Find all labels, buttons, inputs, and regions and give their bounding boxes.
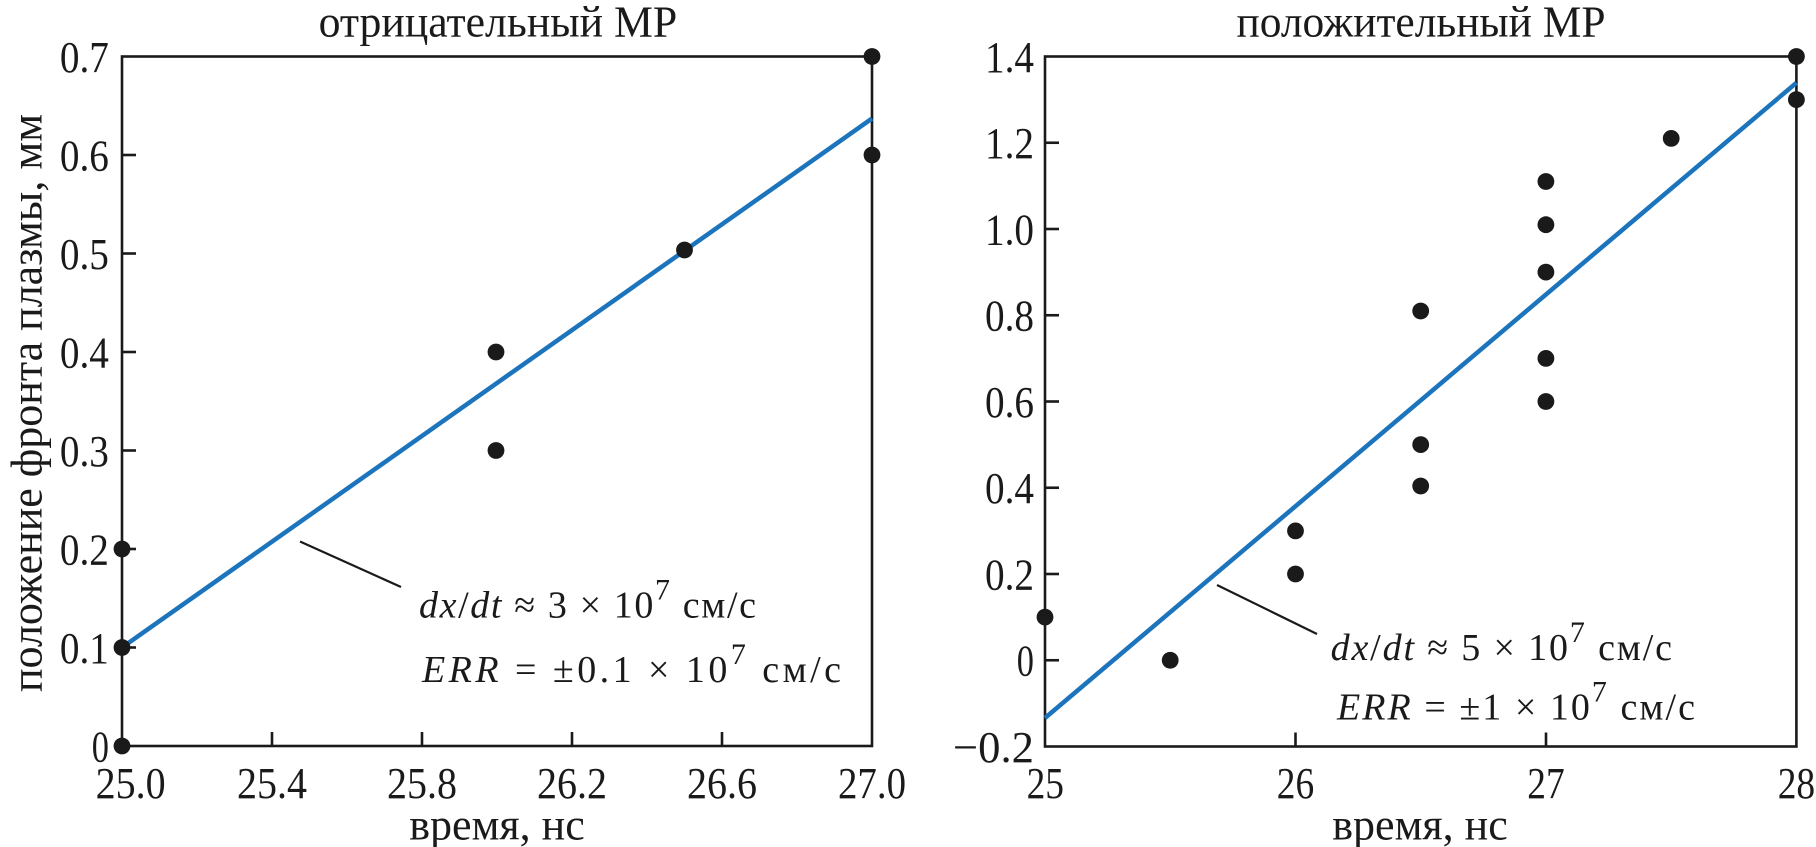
svg-text:0.6: 0.6 — [985, 378, 1034, 427]
svg-text:положительный МР: положительный МР — [1237, 0, 1606, 47]
svg-text:время, нс: время, нс — [1332, 800, 1507, 847]
svg-text:0.7: 0.7 — [60, 33, 109, 82]
svg-text:26.6: 26.6 — [687, 759, 757, 808]
svg-text:25.0: 25.0 — [96, 759, 166, 808]
svg-text:27: 27 — [1527, 759, 1564, 808]
svg-text:0.3: 0.3 — [60, 427, 109, 476]
svg-text:0.4: 0.4 — [985, 464, 1034, 513]
svg-text:0.4: 0.4 — [60, 328, 109, 377]
svg-text:0.5: 0.5 — [60, 230, 109, 279]
svg-text:1.4: 1.4 — [985, 33, 1034, 82]
svg-text:0: 0 — [92, 722, 109, 771]
svg-text:28: 28 — [1778, 759, 1815, 808]
svg-text:0.6: 0.6 — [60, 131, 109, 180]
svg-text:0.2: 0.2 — [985, 550, 1034, 599]
svg-text:время, нс: время, нс — [409, 800, 584, 847]
svg-text:25: 25 — [1027, 759, 1064, 808]
svg-text:0.2: 0.2 — [60, 525, 109, 574]
svg-text:0.8: 0.8 — [985, 292, 1034, 341]
svg-text:1.2: 1.2 — [985, 119, 1034, 168]
svg-text:25.8: 25.8 — [387, 759, 457, 808]
svg-text:отрицательный МР: отрицательный МР — [319, 0, 678, 47]
svg-text:0.1: 0.1 — [60, 624, 109, 673]
svg-text:0: 0 — [1017, 637, 1034, 686]
svg-text:положение фронта плазмы, мм: положение фронта плазмы, мм — [3, 114, 52, 692]
svg-text:−0.2: −0.2 — [953, 723, 1034, 772]
svg-text:27.0: 27.0 — [838, 759, 906, 808]
svg-text:25.4: 25.4 — [237, 759, 307, 808]
svg-text:26: 26 — [1277, 759, 1314, 808]
svg-text:26.2: 26.2 — [537, 759, 607, 808]
svg-text:1.0: 1.0 — [985, 205, 1034, 254]
